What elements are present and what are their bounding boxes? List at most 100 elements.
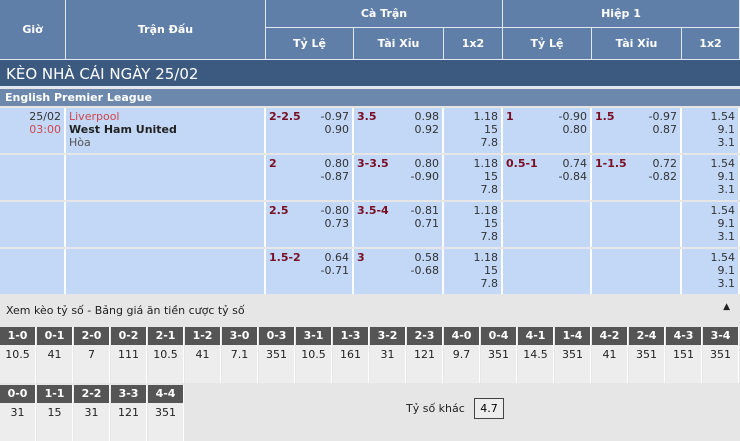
score-cell[interactable]: 4-2 41 [592, 327, 628, 383]
ft-1x2-home[interactable]: 1.18 [473, 110, 499, 123]
score-odds[interactable]: 31 [84, 406, 99, 419]
ft-1x2-draw[interactable]: 7.8 [480, 230, 499, 243]
ft-overunder[interactable]: 3-3.5 0.80 -0.90 [354, 155, 444, 200]
ft-1x2-draw[interactable]: 7.8 [480, 183, 499, 196]
h1-handicap-away[interactable]: -0.84 [558, 170, 587, 183]
score-cell[interactable]: 2-3 121 [407, 327, 443, 383]
score-odds[interactable]: 15 [47, 406, 62, 419]
score-odds[interactable]: 7.1 [230, 348, 249, 361]
h1-1x2-away[interactable]: 9.1 [717, 217, 736, 230]
score-cell[interactable]: 2-2 31 [74, 385, 110, 441]
h1-1x2-draw[interactable]: 3.1 [717, 183, 736, 196]
ft-1x2-away[interactable]: 15 [484, 217, 498, 230]
score-odds[interactable]: 41 [47, 348, 62, 361]
ft-1x2-home[interactable]: 1.18 [473, 204, 499, 217]
h1-handicap[interactable]: 0.5-1 0.74 -0.84 [503, 155, 592, 200]
away-team[interactable]: West Ham United [69, 123, 177, 136]
score-odds[interactable]: 7 [88, 348, 95, 361]
ft-handicap-home[interactable]: -0.80 [320, 204, 349, 217]
score-cell[interactable]: 4-1 14.5 [518, 327, 554, 383]
score-odds[interactable]: 111 [118, 348, 139, 361]
h1-1x2-home[interactable]: 1.54 [710, 251, 736, 264]
ft-1x2-home[interactable]: 1.18 [473, 251, 499, 264]
collapse-arrow-icon[interactable]: ▲ [723, 302, 730, 312]
ft-overunder-away[interactable]: -0.90 [410, 170, 439, 183]
score-cell[interactable]: 2-0 7 [74, 327, 110, 383]
score-odds[interactable]: 41 [195, 348, 210, 361]
score-cell[interactable]: 0-2 111 [111, 327, 147, 383]
h1-handicap-home[interactable]: -0.90 [558, 110, 587, 123]
score-cell[interactable]: 0-3 351 [259, 327, 295, 383]
score-cell[interactable]: 2-4 351 [629, 327, 665, 383]
ft-overunder-away[interactable]: 0.71 [414, 217, 440, 230]
ft-handicap-away[interactable]: -0.87 [320, 170, 349, 183]
score-odds[interactable]: 151 [673, 348, 694, 361]
score-cell[interactable]: 3-0 7.1 [222, 327, 258, 383]
ft-handicap-away[interactable]: 0.73 [324, 217, 350, 230]
h1-overunder-away[interactable]: -0.82 [648, 170, 677, 183]
score-odds[interactable]: 351 [266, 348, 287, 361]
score-cell[interactable]: 4-0 9.7 [444, 327, 480, 383]
score-cell[interactable]: 2-1 10.5 [148, 327, 184, 383]
h1-1x2-away[interactable]: 9.1 [717, 123, 736, 136]
ft-handicap-away[interactable]: 0.90 [324, 123, 350, 136]
h1-overunder[interactable]: 1.5 -0.97 0.87 [592, 108, 682, 153]
ft-overunder-away[interactable]: 0.92 [414, 123, 440, 136]
score-odds[interactable]: 14.5 [523, 348, 548, 361]
ft-overunder-home[interactable]: 0.58 [414, 251, 440, 264]
ft-1x2-home[interactable]: 1.18 [473, 157, 499, 170]
h1-1x2-draw[interactable]: 3.1 [717, 277, 736, 290]
score-cell[interactable]: 3-3 121 [111, 385, 147, 441]
score-odds[interactable]: 31 [10, 406, 25, 419]
h1-1x2-draw[interactable]: 3.1 [717, 136, 736, 149]
score-odds[interactable]: 10.5 [301, 348, 326, 361]
ft-handicap[interactable]: 1.5-2 0.64 -0.71 [266, 249, 354, 294]
h1-overunder[interactable] [592, 202, 682, 247]
ft-1x2-away[interactable]: 15 [484, 123, 498, 136]
ft-handicap[interactable]: 2 0.80 -0.87 [266, 155, 354, 200]
h1-handicap-away[interactable]: 0.80 [562, 123, 588, 136]
other-score-value[interactable]: 4.7 [474, 398, 504, 419]
ft-handicap[interactable]: 2-2.5 -0.97 0.90 [266, 108, 354, 153]
ft-overunder-home[interactable]: 0.98 [414, 110, 440, 123]
h1-handicap-home[interactable]: 0.74 [562, 157, 588, 170]
score-cell[interactable]: 1-0 10.5 [0, 327, 36, 383]
score-cell[interactable]: 3-4 351 [703, 327, 739, 383]
ft-handicap-away[interactable]: -0.71 [320, 264, 349, 277]
h1-handicap[interactable] [503, 249, 592, 294]
h1-handicap[interactable] [503, 202, 592, 247]
score-odds[interactable]: 121 [414, 348, 435, 361]
h1-1x2-home[interactable]: 1.54 [710, 204, 736, 217]
ft-1x2-away[interactable]: 15 [484, 170, 498, 183]
h1-1x2-away[interactable]: 9.1 [717, 264, 736, 277]
ft-1x2-draw[interactable]: 7.8 [480, 277, 499, 290]
score-cell[interactable]: 3-1 10.5 [296, 327, 332, 383]
score-cell[interactable]: 0-4 351 [481, 327, 517, 383]
ft-overunder-home[interactable]: 0.80 [414, 157, 440, 170]
ft-1x2-away[interactable]: 15 [484, 264, 498, 277]
home-team[interactable]: Liverpool [69, 110, 120, 123]
score-odds[interactable]: 351 [710, 348, 731, 361]
ft-handicap-home[interactable]: 0.64 [324, 251, 350, 264]
score-cell[interactable]: 1-4 351 [555, 327, 591, 383]
score-odds[interactable]: 41 [602, 348, 617, 361]
score-odds[interactable]: 351 [562, 348, 583, 361]
h1-1x2-home[interactable]: 1.54 [710, 157, 736, 170]
h1-1x2-away[interactable]: 9.1 [717, 170, 736, 183]
score-cell[interactable]: 4-4 351 [148, 385, 184, 441]
ft-overunder-home[interactable]: -0.81 [410, 204, 439, 217]
ft-overunder[interactable]: 3.5-4 -0.81 0.71 [354, 202, 444, 247]
ft-handicap-home[interactable]: 0.80 [324, 157, 350, 170]
score-odds[interactable]: 351 [155, 406, 176, 419]
h1-handicap[interactable]: 1 -0.90 0.80 [503, 108, 592, 153]
h1-overunder-away[interactable]: 0.87 [652, 123, 678, 136]
score-odds[interactable]: 10.5 [153, 348, 178, 361]
ft-overunder[interactable]: 3.5 0.98 0.92 [354, 108, 444, 153]
ft-handicap[interactable]: 2.5 -0.80 0.73 [266, 202, 354, 247]
score-odds[interactable]: 161 [340, 348, 361, 361]
score-cell[interactable]: 4-3 151 [666, 327, 702, 383]
score-cell[interactable]: 1-1 15 [37, 385, 73, 441]
score-odds[interactable]: 121 [118, 406, 139, 419]
score-odds[interactable]: 10.5 [5, 348, 30, 361]
h1-1x2-draw[interactable]: 3.1 [717, 230, 736, 243]
